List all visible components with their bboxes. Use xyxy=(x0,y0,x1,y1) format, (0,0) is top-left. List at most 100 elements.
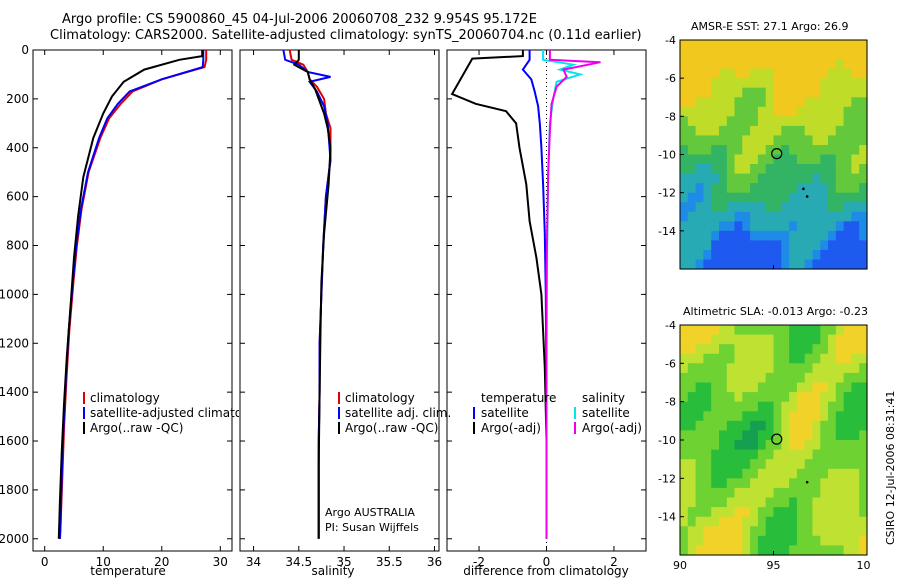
map-cell xyxy=(820,97,829,108)
map-cell xyxy=(789,325,798,336)
map-cell xyxy=(835,411,845,422)
map-cell xyxy=(711,78,720,89)
map-cell xyxy=(734,487,743,499)
map-cell xyxy=(687,382,697,393)
map-cell xyxy=(726,183,736,194)
map-cell xyxy=(796,487,806,499)
xtick-label: 34.5 xyxy=(285,555,312,569)
map-cell xyxy=(695,497,704,508)
figure-title-line1: Argo profile: CS 5900860_45 04-Jul-2006 … xyxy=(62,12,537,27)
map-cell xyxy=(843,125,852,136)
map-cell xyxy=(828,401,837,412)
map-cell xyxy=(820,125,829,136)
map-cell xyxy=(773,259,782,270)
map-cell xyxy=(695,97,704,108)
map-cell xyxy=(859,353,868,364)
map-cell xyxy=(804,526,814,537)
map-cell xyxy=(726,440,736,451)
map-cell xyxy=(757,192,767,203)
map-cell xyxy=(804,97,814,108)
map-cell xyxy=(757,487,767,499)
map-cell xyxy=(687,411,697,422)
map-cell xyxy=(680,372,689,384)
map-cell xyxy=(687,526,697,537)
map-cell xyxy=(859,392,868,403)
map-cell xyxy=(781,478,790,489)
map-cell xyxy=(680,259,689,270)
map-cell xyxy=(781,40,790,51)
map-cell xyxy=(773,154,782,165)
map-cell xyxy=(726,372,736,384)
map-cell xyxy=(695,221,704,232)
map-cell xyxy=(781,344,790,355)
map-cell xyxy=(796,459,806,470)
map-cell xyxy=(726,526,736,537)
map-cell xyxy=(726,78,736,89)
map-cell xyxy=(789,516,798,527)
map-cell xyxy=(757,259,767,270)
map-cell xyxy=(742,87,751,98)
map-cell xyxy=(757,401,767,412)
map-cell xyxy=(796,430,806,441)
map-cell xyxy=(680,344,689,355)
map-cell xyxy=(719,125,728,136)
map-cell xyxy=(828,468,837,479)
map-cell xyxy=(812,230,821,241)
map-cell xyxy=(843,449,852,460)
map-cell xyxy=(703,334,712,345)
map-cell xyxy=(695,516,704,527)
map-cell xyxy=(859,478,868,489)
map-cell xyxy=(726,420,736,431)
map-cell xyxy=(757,59,767,70)
map-cell xyxy=(828,459,837,470)
map-cell xyxy=(734,468,743,479)
map-cell xyxy=(742,344,751,355)
map-cell xyxy=(843,535,852,546)
map-cell xyxy=(757,106,767,117)
map-cell xyxy=(773,344,782,355)
map-cell xyxy=(703,87,712,98)
map-cell xyxy=(750,478,759,489)
map-cell xyxy=(687,221,697,232)
map-cell xyxy=(765,344,775,355)
map-cell xyxy=(773,145,782,156)
map-cell xyxy=(773,135,782,146)
map-cell xyxy=(765,249,775,260)
map-cell xyxy=(851,173,860,184)
map-cell xyxy=(828,487,837,499)
map-cell xyxy=(804,497,814,508)
map-cell xyxy=(843,507,852,518)
map-cell xyxy=(680,353,689,364)
map-cell xyxy=(773,392,782,403)
map-cell xyxy=(680,78,689,89)
map-xtick-label: 100 xyxy=(857,559,871,572)
map-cell xyxy=(734,230,743,241)
map-cell xyxy=(781,440,790,451)
map-cell xyxy=(703,392,712,403)
map-cell xyxy=(734,344,743,355)
map-cell xyxy=(703,526,712,537)
map-cell xyxy=(734,259,743,270)
map-cell xyxy=(711,382,720,393)
map-cell xyxy=(828,249,837,260)
map-cell xyxy=(757,430,767,441)
map-cell xyxy=(742,401,751,412)
map-cell xyxy=(719,325,728,336)
map-cell xyxy=(851,202,860,213)
map-cell xyxy=(703,535,712,546)
map-cell xyxy=(680,325,689,336)
map-cell xyxy=(851,468,860,479)
map-cell xyxy=(765,68,775,79)
map-cell xyxy=(789,459,798,470)
map-cell xyxy=(680,97,689,108)
map-cell xyxy=(695,459,704,470)
map-cell xyxy=(820,230,829,241)
map-cell xyxy=(812,392,821,403)
map-cell xyxy=(726,125,736,136)
map-cell xyxy=(726,154,736,165)
map-cell xyxy=(703,230,712,241)
map-cell xyxy=(711,449,720,460)
map-cell xyxy=(711,183,720,194)
map-cell xyxy=(781,59,790,70)
series-line-climatology xyxy=(58,50,208,539)
